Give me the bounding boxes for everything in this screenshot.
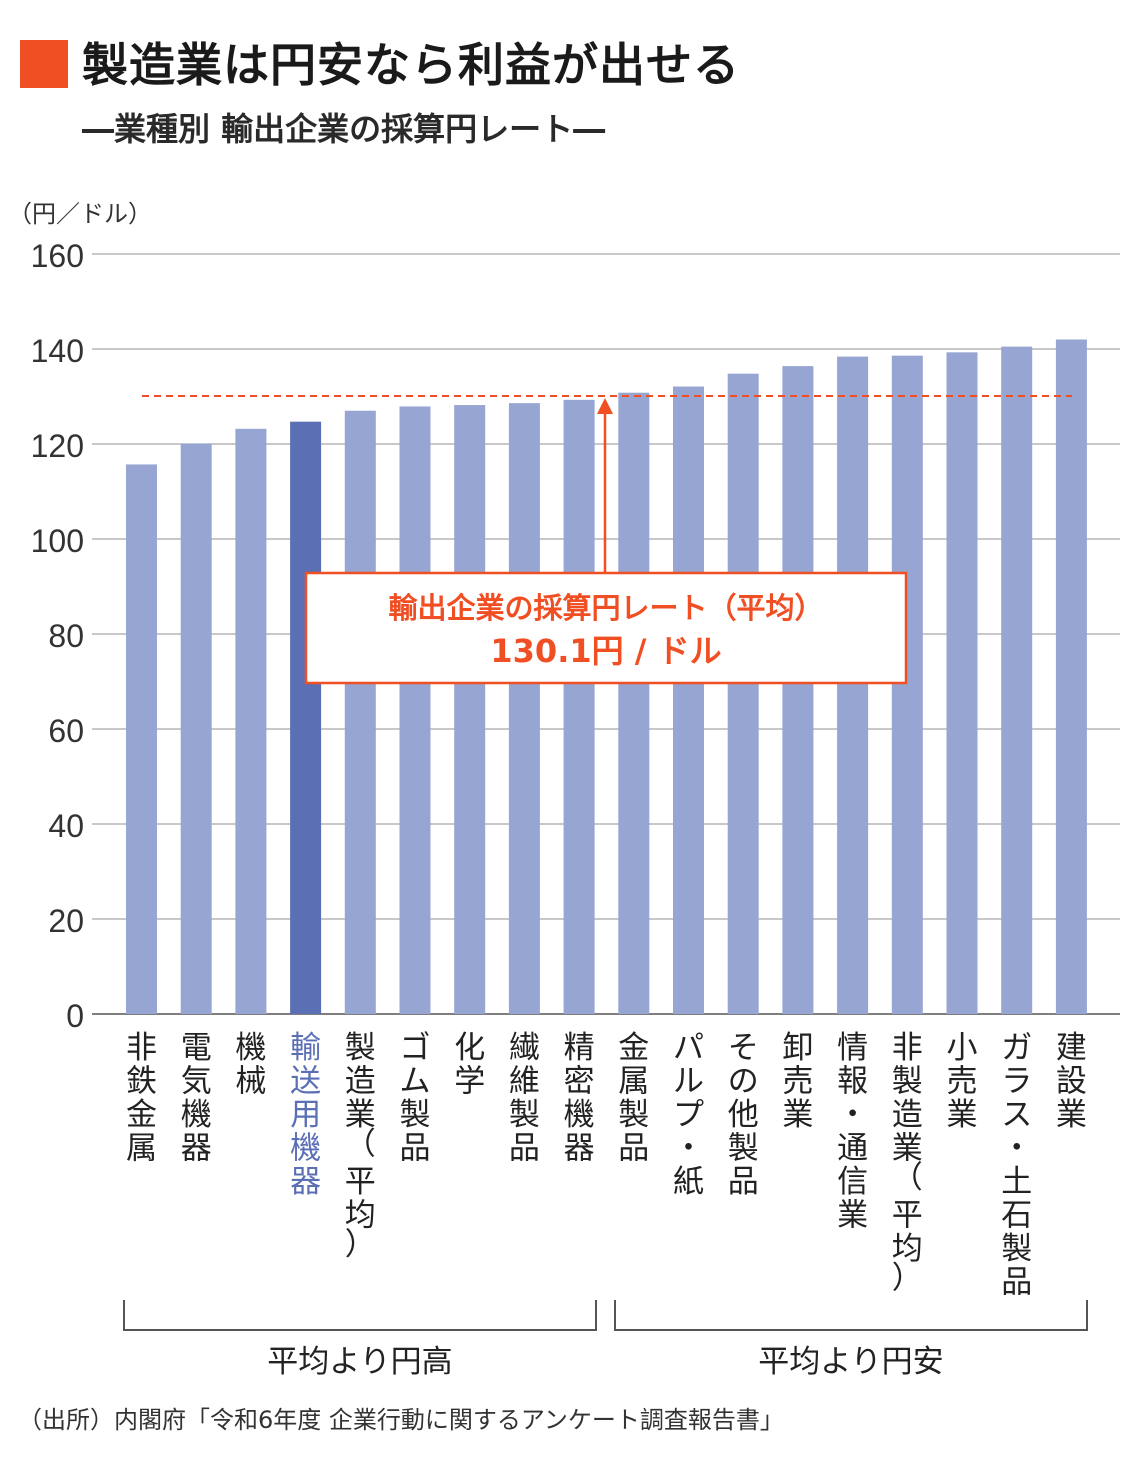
category-label: 電気機器 — [181, 1030, 212, 1167]
bar — [618, 392, 650, 1014]
reference-callout-box — [304, 571, 908, 685]
category-label: ガラス・土石製品 — [1001, 1030, 1032, 1301]
bar — [235, 428, 267, 1014]
reference-value-label: 130.1円 / ドル — [490, 632, 721, 670]
y-axis-label: （円／ドル） — [8, 200, 152, 228]
category-label: 精密機器 — [564, 1030, 595, 1167]
bar — [1055, 339, 1087, 1014]
bar — [946, 352, 978, 1014]
group-label: 平均より円安 — [758, 1344, 943, 1380]
category-label: その他製品 — [728, 1030, 759, 1200]
bar — [891, 355, 923, 1014]
bar — [344, 410, 376, 1014]
bar — [454, 405, 486, 1014]
chart-subtitle: ―業種別 輸出企業の採算円レート― — [82, 110, 606, 148]
bar — [563, 399, 595, 1014]
y-tick-label: 160 — [31, 238, 84, 274]
bar — [837, 356, 869, 1015]
y-tick-label: 100 — [31, 523, 84, 559]
category-label: ゴム製品 — [400, 1030, 431, 1167]
reference-label: 輸出企業の採算円レート（平均） — [388, 591, 823, 625]
group-bracket — [614, 1300, 1088, 1331]
bar — [180, 443, 212, 1014]
chart-title: 製造業は円安なら利益が出せる — [82, 38, 740, 92]
y-tick-label: 120 — [31, 428, 84, 464]
source-note: （出所）内閣府「令和6年度 企業行動に関するアンケート調査報告書」 — [18, 1406, 784, 1434]
y-tick-label: 140 — [31, 333, 84, 369]
bar — [1001, 346, 1033, 1014]
bar — [508, 403, 540, 1014]
category-label: 小売業 — [947, 1030, 978, 1133]
reference-arrow-head — [597, 398, 613, 415]
y-tick-label: 40 — [48, 808, 84, 844]
y-tick-label: 20 — [48, 903, 84, 939]
category-label: 非製造業（平均） — [892, 1030, 923, 1297]
reference-line-group: 輸出企業の採算円レート（平均） 130.1円 / ドル — [142, 395, 1072, 685]
category-label: 化学 — [454, 1030, 485, 1100]
y-tick-label: 0 — [66, 998, 84, 1034]
bar — [126, 464, 157, 1014]
bar — [782, 366, 814, 1015]
category-label: 輸送用機器 — [290, 1030, 321, 1200]
group-label: 平均より円高 — [267, 1344, 452, 1380]
category-label: 機械 — [235, 1030, 266, 1100]
category-label: 建設業 — [1056, 1030, 1087, 1133]
bar — [290, 421, 322, 1014]
bar — [727, 373, 759, 1014]
group-brackets: 平均より円高 平均より円安 — [123, 1300, 1088, 1380]
category-label: パルプ・紙 — [673, 1030, 704, 1200]
category-label: 情報・通信業 — [837, 1030, 868, 1234]
category-label: 繊維製品 — [509, 1030, 540, 1167]
bars — [126, 339, 1087, 1015]
category-label: 非鉄金属 — [126, 1030, 157, 1167]
y-tick-label: 60 — [48, 713, 84, 749]
group-bracket — [123, 1300, 597, 1331]
y-tick-label: 80 — [48, 618, 84, 654]
title-marker — [20, 40, 68, 88]
category-label: 卸売業 — [782, 1030, 813, 1133]
category-label: 製造業（平均） — [345, 1030, 376, 1263]
bar — [399, 406, 431, 1015]
category-label: 金属製品 — [618, 1030, 649, 1167]
bar — [673, 386, 704, 1014]
y-tick-labels: 0 20 40 60 80 100 120 140 160 — [31, 238, 84, 1034]
